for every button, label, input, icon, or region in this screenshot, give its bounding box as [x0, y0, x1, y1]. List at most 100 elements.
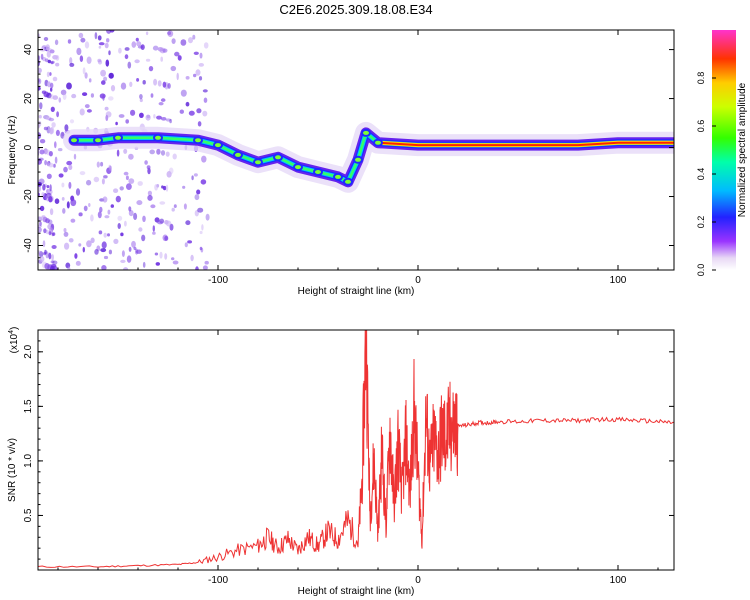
spectrogram-ytick-label: -20: [23, 189, 34, 204]
noise-speckle: [66, 201, 70, 209]
noise-speckle: [39, 102, 43, 110]
ridge-blob-core: [295, 165, 301, 170]
noise-speckle: [193, 173, 198, 177]
chart-title: C2E6.2025.309.18.08.E34: [279, 2, 432, 17]
noise-speckle: [86, 109, 92, 113]
noise-speckle: [43, 126, 49, 131]
noise-speckle: [56, 111, 59, 118]
noise-speckle: [117, 215, 123, 221]
spectrogram-ytick-label: 20: [23, 93, 34, 105]
noise-speckle: [108, 50, 111, 56]
noise-speckle: [125, 119, 129, 124]
noise-speckle: [146, 165, 151, 170]
noise-speckle: [142, 215, 146, 222]
noise-speckle: [110, 204, 115, 208]
noise-speckle: [97, 35, 102, 41]
noise-speckle: [187, 240, 193, 244]
noise-speckle: [39, 149, 45, 155]
noise-speckle: [90, 93, 94, 98]
noise-speckle: [82, 67, 86, 75]
noise-speckle: [192, 34, 196, 40]
noise-speckle: [101, 241, 107, 249]
noise-speckle: [55, 62, 60, 67]
noise-speckle: [157, 80, 162, 87]
noise-speckle: [58, 97, 62, 103]
snr-plot-area: [38, 330, 674, 570]
noise-speckle: [105, 114, 109, 121]
noise-speckle: [113, 238, 119, 244]
noise-speckle: [82, 92, 88, 96]
noise-speckle: [49, 49, 55, 54]
noise-speckle: [104, 106, 109, 111]
noise-speckle: [69, 57, 73, 65]
noise-speckle: [94, 249, 99, 255]
noise-speckle: [131, 240, 136, 248]
noise-speckle: [115, 195, 121, 203]
noise-speckle: [101, 80, 106, 85]
noise-speckle: [167, 30, 174, 37]
noise-speckle: [147, 190, 152, 196]
noise-speckle: [198, 76, 203, 81]
noise-speckle: [199, 246, 203, 251]
noise-speckle: [52, 95, 59, 100]
spectrogram-xtick-label: 0: [415, 275, 421, 286]
noise-speckle: [202, 89, 208, 93]
noise-speckle: [124, 47, 130, 51]
noise-speckle: [40, 256, 45, 263]
snr-ytick-label: 2.0: [23, 344, 34, 358]
noise-speckle: [133, 212, 138, 220]
noise-speckle: [195, 69, 201, 76]
noise-speckle: [38, 86, 41, 91]
noise-speckle: [41, 192, 45, 197]
noise-speckle: [141, 234, 146, 242]
ridge-blob-core: [275, 155, 281, 160]
noise-speckle: [50, 265, 55, 270]
noise-speckle: [41, 215, 46, 219]
noise-speckle: [73, 153, 77, 160]
noise-speckle: [115, 121, 118, 126]
noise-speckle: [82, 246, 86, 253]
colorbar: 0.0 0.2 0.4 0.6 0.8 Normalized spectral ampl…: [696, 30, 748, 276]
noise-speckle: [47, 219, 53, 225]
ridge-blob-core: [215, 143, 221, 148]
noise-speckle: [160, 150, 166, 156]
noise-speckle: [152, 231, 156, 235]
noise-speckle: [166, 171, 172, 178]
noise-speckle: [127, 61, 132, 69]
noise-speckle: [39, 205, 45, 212]
noise-speckle: [185, 220, 191, 226]
noise-speckle: [103, 255, 109, 260]
noise-speckle: [64, 124, 69, 132]
svg-text:(x104): (x104): [8, 327, 20, 354]
noise-speckle: [172, 153, 177, 160]
noise-speckle: [38, 114, 42, 119]
noise-speckle: [46, 173, 52, 179]
noise-speckle: [118, 114, 125, 118]
noise-speckle: [45, 44, 50, 51]
noise-speckle: [49, 208, 54, 216]
noise-speckle: [159, 251, 163, 259]
ridge-blob-core: [375, 140, 381, 145]
noise-speckle: [48, 94, 55, 100]
noise-speckle: [44, 58, 49, 63]
noise-speckle: [55, 55, 60, 61]
noise-speckle: [68, 181, 72, 189]
noise-speckle: [67, 39, 72, 44]
noise-speckle: [47, 81, 51, 88]
noise-speckle: [39, 221, 42, 226]
noise-speckle: [104, 42, 109, 49]
noise-speckle: [78, 212, 83, 217]
noise-speckle: [52, 260, 58, 265]
noise-speckle: [45, 116, 52, 121]
noise-speckle: [108, 96, 114, 101]
noise-speckle: [54, 198, 60, 204]
noise-speckle: [78, 243, 82, 247]
noise-speckle: [38, 216, 43, 222]
noise-speckle: [51, 254, 54, 261]
noise-speckle: [47, 162, 54, 168]
snr-ytick-label: 1.5: [23, 399, 34, 413]
snr-xtick-label: 100: [610, 575, 627, 586]
spectrogram-ytick-label: -40: [23, 238, 34, 253]
noise-speckle: [196, 189, 201, 195]
noise-speckle: [74, 253, 78, 259]
